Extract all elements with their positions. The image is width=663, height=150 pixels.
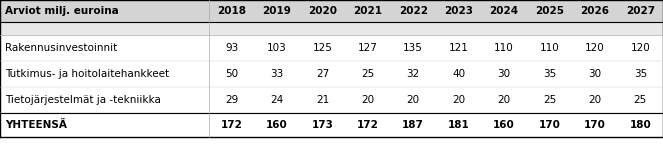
Bar [0, 61, 663, 87]
Text: 2027: 2027 [626, 6, 655, 16]
Text: 173: 173 [312, 120, 333, 130]
Text: Rakennusinvestoinnit: Rakennusinvestoinnit [5, 43, 117, 53]
Text: 50: 50 [225, 69, 238, 79]
Text: 135: 135 [403, 43, 423, 53]
Text: 93: 93 [225, 43, 238, 53]
Bar [0, 0, 663, 22]
Text: 32: 32 [406, 69, 420, 79]
Text: 121: 121 [449, 43, 469, 53]
Text: 40: 40 [452, 69, 465, 79]
Bar [0, 87, 663, 113]
Text: 181: 181 [448, 120, 469, 130]
Text: 125: 125 [312, 43, 332, 53]
Text: 103: 103 [267, 43, 287, 53]
Text: 172: 172 [357, 120, 379, 130]
Text: 2022: 2022 [398, 6, 428, 16]
Text: 20: 20 [588, 95, 601, 105]
Text: Tietojärjestelmät ja -tekniikka: Tietojärjestelmät ja -tekniikka [5, 95, 161, 105]
Text: 160: 160 [266, 120, 288, 130]
Text: 35: 35 [634, 69, 647, 79]
Text: 170: 170 [538, 120, 560, 130]
Text: 30: 30 [588, 69, 601, 79]
Text: 2026: 2026 [580, 6, 609, 16]
Text: 2025: 2025 [535, 6, 564, 16]
Bar [0, 35, 663, 61]
Text: Arviot milj. euroina: Arviot milj. euroina [5, 6, 119, 16]
Text: 29: 29 [225, 95, 238, 105]
Text: Tutkimus- ja hoitolaitehankkeet: Tutkimus- ja hoitolaitehankkeet [5, 69, 170, 79]
Text: 30: 30 [497, 69, 511, 79]
Text: 20: 20 [452, 95, 465, 105]
Text: 20: 20 [361, 95, 375, 105]
Text: 2021: 2021 [353, 6, 383, 16]
Text: 120: 120 [585, 43, 605, 53]
Text: 170: 170 [584, 120, 606, 130]
Text: 120: 120 [631, 43, 650, 53]
Text: 127: 127 [358, 43, 378, 53]
Text: 27: 27 [316, 69, 329, 79]
Text: YHTEENSÄ: YHTEENSÄ [5, 120, 68, 130]
Text: 21: 21 [316, 95, 329, 105]
Text: 20: 20 [406, 95, 420, 105]
Text: 2020: 2020 [308, 6, 337, 16]
Bar [0, 22, 663, 35]
Text: 35: 35 [543, 69, 556, 79]
Text: 180: 180 [629, 120, 651, 130]
Text: 2023: 2023 [444, 6, 473, 16]
Text: 20: 20 [497, 95, 511, 105]
Text: 24: 24 [271, 95, 284, 105]
Text: 25: 25 [634, 95, 647, 105]
Text: 2018: 2018 [217, 6, 246, 16]
Text: 25: 25 [361, 69, 375, 79]
Text: 110: 110 [540, 43, 560, 53]
Text: 160: 160 [493, 120, 515, 130]
Text: 33: 33 [271, 69, 284, 79]
Text: 2024: 2024 [489, 6, 518, 16]
Bar [0, 113, 663, 137]
Text: 172: 172 [221, 120, 243, 130]
Text: 187: 187 [402, 120, 424, 130]
Text: 2019: 2019 [263, 6, 292, 16]
Text: 25: 25 [543, 95, 556, 105]
Text: 110: 110 [494, 43, 514, 53]
